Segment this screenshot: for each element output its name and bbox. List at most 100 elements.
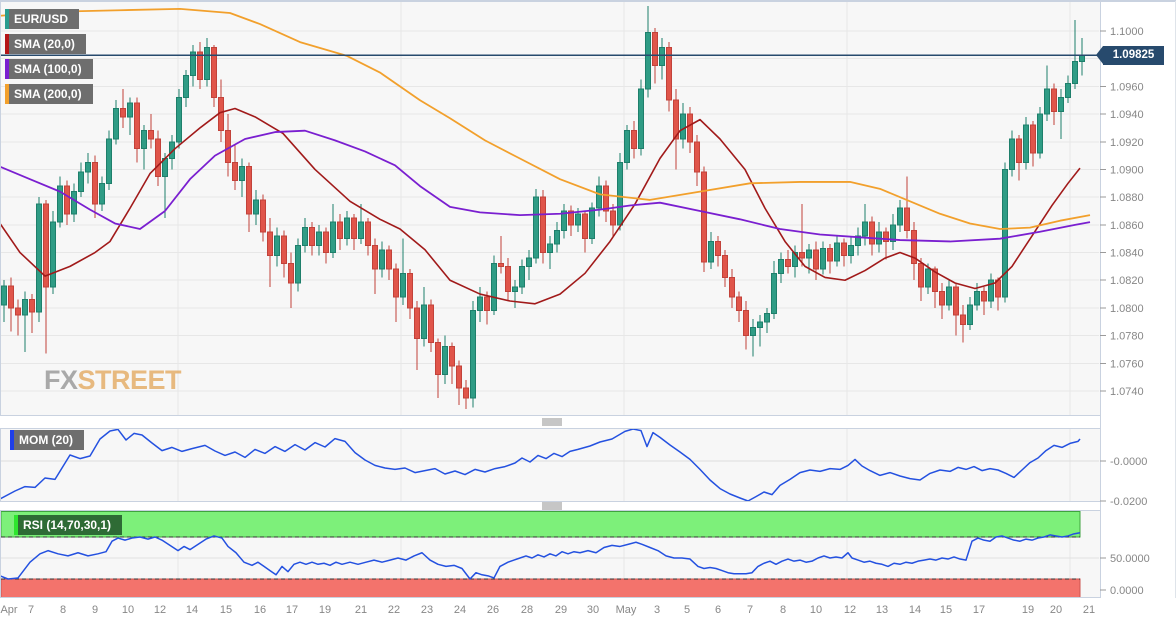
candle: [92, 162, 98, 205]
candle: [974, 290, 980, 306]
candle: [43, 203, 49, 288]
candle: [862, 221, 868, 237]
svg-text:12: 12: [154, 604, 166, 616]
candle: [512, 286, 518, 292]
rsi-oversold-zone: [0, 578, 1081, 598]
legend-momentum[interactable]: MOM (20): [10, 430, 84, 450]
pane-resize-handle-momentum[interactable]: [542, 418, 562, 426]
candle: [743, 310, 749, 337]
watermark-fx: FX: [44, 365, 78, 395]
svg-text:1.0800: 1.0800: [1110, 303, 1144, 315]
candle: [547, 243, 553, 254]
svg-text:28: 28: [521, 604, 533, 616]
candle: [673, 99, 679, 140]
candle: [232, 162, 238, 182]
candle: [1058, 96, 1064, 112]
candle: [8, 285, 14, 309]
candle: [645, 31, 651, 90]
legend-rsi[interactable]: RSI (14,70,30,1): [14, 515, 123, 535]
candle: [1002, 168, 1008, 298]
svg-text:16: 16: [254, 604, 266, 616]
candle: [1065, 83, 1071, 98]
candle: [253, 199, 259, 215]
rsi-line: [0, 532, 1081, 580]
candle: [99, 182, 105, 205]
candle: [799, 252, 805, 259]
candle: [85, 162, 91, 173]
date-axis: Apr 7 8 9 10 12 14 15 16 17 19 21 22 23 24 26 28 29 30 May 3…: [0, 604, 1095, 616]
watermark-street: STREET: [77, 365, 182, 395]
candle: [722, 254, 728, 278]
candle: [351, 217, 357, 240]
candle: [631, 130, 637, 150]
sma20-line: [0, 107, 1081, 305]
candle: [575, 213, 581, 226]
candle: [883, 231, 889, 242]
svg-text:12: 12: [844, 604, 856, 616]
svg-text:6: 6: [715, 604, 721, 616]
legend-sma20[interactable]: SMA (20,0): [5, 34, 86, 54]
candle: [890, 224, 896, 242]
candle: [750, 326, 756, 337]
candle: [848, 245, 854, 256]
candle: [484, 296, 490, 312]
candle: [526, 257, 532, 267]
svg-text:21: 21: [1083, 604, 1095, 616]
candle: [540, 196, 546, 254]
candle: [428, 304, 434, 344]
symbol-label: EUR/USD: [14, 12, 69, 26]
legend-symbol[interactable]: EUR/USD: [5, 9, 80, 29]
fxstreet-watermark-logo: FXSTREET: [44, 365, 182, 396]
svg-text:29: 29: [555, 604, 567, 616]
candle: [1079, 54, 1085, 62]
candle: [1009, 138, 1015, 170]
candle: [666, 47, 672, 101]
candle: [288, 263, 294, 284]
candle: [820, 247, 826, 270]
candle: [904, 207, 910, 231]
svg-text:23: 23: [421, 604, 433, 616]
indicator-axes: -0.0000 -0.0200 50.0000 0.0000: [1100, 456, 1150, 597]
candle: [344, 217, 350, 240]
candle: [407, 272, 413, 309]
sma200-label: SMA (200,0): [14, 87, 82, 101]
legend-sma200[interactable]: SMA (200,0): [5, 84, 93, 104]
candle: [554, 229, 560, 245]
candle: [239, 166, 245, 182]
candle: [953, 286, 959, 316]
candle: [113, 108, 119, 140]
svg-text:15: 15: [940, 604, 952, 616]
candle: [197, 51, 203, 80]
candle: [106, 138, 112, 184]
svg-text:1.0760: 1.0760: [1110, 358, 1144, 370]
candle: [1, 285, 7, 306]
candle: [365, 221, 371, 247]
candle: [386, 249, 392, 270]
legend-sma100[interactable]: SMA (100,0): [5, 59, 93, 79]
candle: [29, 299, 35, 313]
candle: [603, 185, 609, 212]
sma20-color-bar: [5, 34, 9, 54]
candle: [610, 210, 616, 226]
candle: [442, 346, 448, 375]
svg-text:26: 26: [487, 604, 499, 616]
rsi-label: RSI (14,70,30,1): [23, 518, 112, 532]
svg-text:-0.0200: -0.0200: [1110, 496, 1147, 508]
candle: [274, 235, 280, 256]
candle: [267, 231, 273, 256]
svg-text:14: 14: [186, 604, 198, 616]
candle: [190, 51, 196, 76]
candle: [729, 276, 735, 298]
svg-text:1.0840: 1.0840: [1110, 248, 1144, 260]
candle: [120, 108, 126, 118]
svg-text:8: 8: [60, 604, 66, 616]
candle: [183, 74, 189, 98]
svg-text:0.0000: 0.0000: [1110, 585, 1144, 597]
momentum-color-bar: [10, 430, 14, 450]
candle: [148, 130, 154, 140]
candle: [141, 130, 147, 150]
svg-text:13: 13: [876, 604, 888, 616]
candle: [715, 240, 721, 256]
pane-resize-handle-rsi[interactable]: [542, 502, 562, 510]
